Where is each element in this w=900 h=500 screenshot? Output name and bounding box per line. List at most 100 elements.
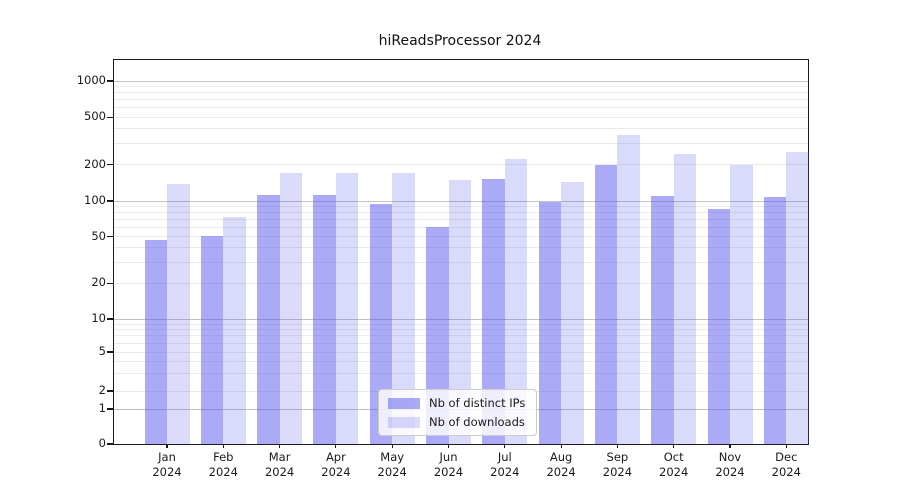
plot-area: Jan 2024 Feb 2024 Mar 2024 Apr 2024 May 2024…: [107, 59, 809, 479]
gridline-700: [114, 99, 808, 101]
bar-distinct-ips-dec: [763, 197, 787, 444]
y-axis-tick-labels: 1000 500 200 100 50 20 10 5 2 1 0: [0, 59, 106, 450]
gridline-600: [114, 107, 808, 109]
y-tick-label-20: 20: [91, 275, 106, 290]
y-tick-label-10: 10: [91, 311, 106, 325]
x-tick-mark: [222, 444, 224, 448]
gridline-10: [114, 318, 808, 320]
gridline-500: [114, 116, 808, 118]
x-tick-label-jul: Jul 2024: [490, 450, 520, 479]
y-tick-mark: [107, 318, 114, 320]
x-tick-label-apr: Apr 2024: [321, 450, 351, 479]
y-tick-label-100: 100: [84, 193, 106, 207]
y-tick-mark: [107, 80, 114, 82]
x-tick-mark: [560, 444, 562, 448]
x-tick-label-may: May 2024: [377, 450, 407, 479]
y-tick-mark: [107, 164, 114, 166]
bar-downloads-nov: [730, 164, 753, 444]
bar-distinct-ips-nov: [707, 209, 730, 444]
y-tick-mark: [107, 235, 114, 238]
bar-downloads-jul: [504, 158, 528, 444]
x-tick-label-nov: Nov 2024: [715, 450, 745, 479]
gridline-5: [114, 351, 808, 353]
bar-downloads-jun: [448, 179, 471, 444]
bar-downloads-sep: [617, 134, 640, 444]
bar-downloads-oct: [673, 153, 697, 444]
bar-downloads-jan: [167, 183, 190, 444]
x-tick-label-jun: Jun 2024: [433, 450, 464, 479]
x-tick-label-aug: Aug 2024: [546, 450, 576, 479]
gridline-6: [114, 342, 808, 344]
x-tick-label-mar: Mar 2024: [264, 450, 295, 479]
legend-item-downloads: Nb of downloads: [388, 415, 525, 429]
gridline-900: [114, 85, 808, 87]
bar-distinct-ips-aug: [538, 201, 562, 444]
y-tick-mark: [107, 408, 114, 410]
bar-distinct-ips-jan: [144, 239, 167, 444]
gridline-60: [114, 226, 808, 228]
gridline-1000: [114, 80, 808, 82]
x-tick-label-jan: Jan 2024: [152, 450, 182, 479]
y-tick-label-5: 5: [98, 344, 106, 358]
x-tick-label-dec: Dec 2024: [771, 450, 801, 479]
y-tick-label-2: 2: [98, 383, 106, 397]
gridline-4: [114, 360, 808, 362]
gridline-3: [114, 373, 808, 375]
x-tick-mark: [673, 444, 675, 448]
y-tick-mark: [107, 351, 114, 353]
gridline-40: [114, 247, 808, 249]
y-tick-mark: [107, 200, 114, 202]
gridline-200: [114, 164, 808, 166]
y-tick-label-200: 200: [84, 156, 106, 171]
legend-item-distinct-ips: Nb of distinct IPs: [388, 396, 525, 410]
y-tick-label-500: 500: [84, 109, 106, 124]
x-tick-mark: [279, 444, 281, 448]
gridline-50: [114, 236, 808, 238]
x-tick-label-feb: Feb 2024: [208, 450, 238, 479]
x-tick-mark: [504, 444, 506, 448]
x-tick-mark: [335, 444, 337, 448]
bar-distinct-ips-jul: [482, 178, 505, 444]
gridline-100: [114, 200, 808, 202]
x-tick-mark: [447, 444, 450, 448]
bar-downloads-mar: [279, 173, 303, 444]
gridline-80: [114, 211, 808, 213]
bar-downloads-apr: [335, 172, 359, 444]
gridline-7: [114, 335, 808, 337]
x-tick-mark: [729, 444, 731, 448]
y-tick-label-0: 0: [98, 436, 106, 450]
gridline-8: [114, 329, 808, 331]
gridline-30: [114, 262, 808, 264]
y-tick-mark: [107, 390, 114, 392]
gridline-70: [114, 218, 808, 220]
bar-distinct-ips-apr: [313, 194, 336, 444]
bar-distinct-ips-feb: [200, 235, 224, 444]
gridline-300: [114, 143, 808, 145]
x-tick-label-oct: Oct 2024: [659, 450, 689, 479]
y-tick-mark: [107, 282, 114, 285]
legend-swatch-distinct-ips: [388, 397, 420, 409]
x-tick-mark: [391, 444, 393, 448]
legend: Nb of distinct IPs Nb of downloads: [378, 389, 538, 436]
bar-distinct-ips-oct: [651, 195, 674, 444]
x-tick-mark: [616, 444, 618, 448]
gridline-9: [114, 323, 808, 325]
bar-downloads-feb: [223, 217, 246, 444]
gridline-90: [114, 205, 808, 207]
gridline-20: [114, 282, 808, 284]
gridline-400: [114, 128, 808, 130]
x-tick-mark: [166, 444, 168, 448]
y-tick-label-1000: 1000: [76, 73, 106, 87]
bar-distinct-ips-mar: [257, 195, 280, 444]
y-tick-label-50: 50: [91, 228, 106, 243]
legend-swatch-downloads: [388, 416, 420, 428]
y-tick-label-1: 1: [98, 401, 106, 415]
x-tick-mark: [785, 444, 787, 448]
legend-label-downloads: Nb of downloads: [429, 415, 525, 429]
gridline-800: [114, 92, 808, 94]
bar-distinct-ips-may: [369, 204, 393, 444]
chart-title: hiReadsProcessor 2024: [378, 33, 542, 49]
y-tick-mark: [107, 443, 114, 445]
bar-downloads-dec: [786, 151, 809, 444]
